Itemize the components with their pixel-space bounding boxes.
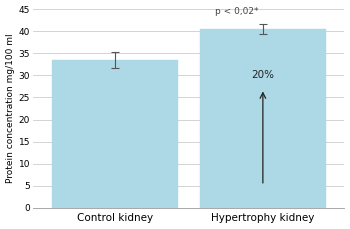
Text: p < 0,02*: p < 0,02* [215, 7, 259, 16]
Bar [200, 29, 326, 208]
Bar [51, 60, 177, 208]
Text: 20%: 20% [251, 70, 274, 80]
Y-axis label: Protein concentration mg/100 ml: Protein concentration mg/100 ml [6, 34, 15, 183]
